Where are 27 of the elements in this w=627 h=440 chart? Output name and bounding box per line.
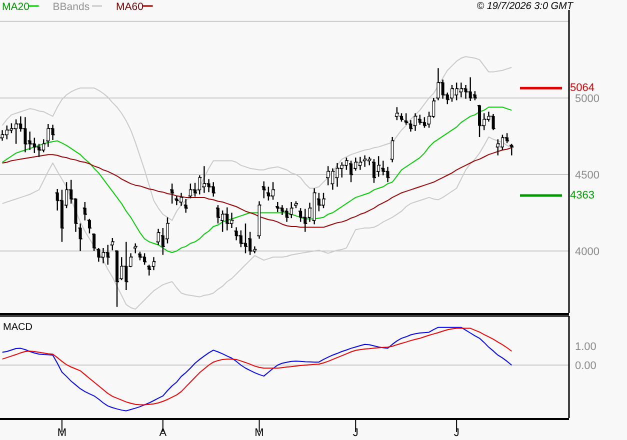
candlestick [258,200,261,240]
candlestick [184,198,188,214]
y-tick-label: 4500 [575,169,600,182]
candlestick [134,242,137,254]
legend-label: MA20 [2,1,30,13]
x-tick-label: M [57,427,67,439]
ref-line-label: 4363 [570,189,594,202]
x-tick-label: J [352,427,358,439]
y-tick-label: 4000 [575,246,600,258]
legend-label: MA60 [116,1,144,13]
candlestick [290,201,293,219]
x-tick-label: A [159,427,168,439]
y-tick-label: 5000 [575,92,600,105]
candlestick [78,222,82,252]
y-tick-label: 1.00 [575,341,596,354]
legend-label: BBands [52,1,90,13]
ref-line-label: 5064 [570,82,594,94]
candlestick [326,165,330,186]
candlestick [390,136,394,163]
text: MACD [3,322,32,333]
x-tick-label: M [254,427,264,439]
annotation: © 19/7/2026 3:0 GMT [476,1,574,12]
candlestick [83,201,86,221]
candlestick [262,180,266,199]
x-tick-label: J [454,427,460,439]
y-tick-label: 0.00 [575,360,596,372]
line-series [2,106,512,254]
